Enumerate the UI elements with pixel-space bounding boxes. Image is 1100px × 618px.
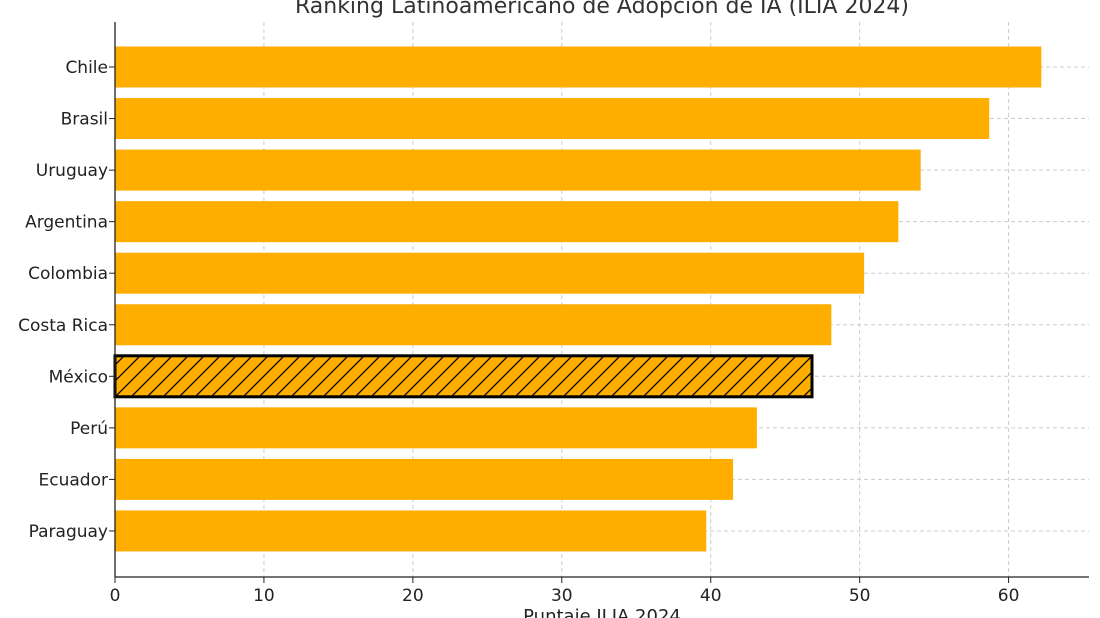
bar-uruguay <box>115 149 921 191</box>
x-tick-label: 10 <box>253 586 275 606</box>
y-tick-label: Paraguay <box>29 522 108 542</box>
bar-perú <box>115 407 757 449</box>
chart-title: Ranking Latinoamericano de Adopción de I… <box>295 0 909 19</box>
y-tick-label: Argentina <box>25 213 108 233</box>
y-tick-label: Brasil <box>61 110 108 130</box>
bar-ecuador <box>115 458 734 500</box>
bar-brasil <box>115 98 990 140</box>
y-tick-label: Colombia <box>28 264 108 284</box>
bar-argentina <box>115 201 899 243</box>
x-axis-label: Puntaje ILIA 2024 <box>523 606 681 618</box>
y-tick-label: Chile <box>65 58 108 78</box>
y-tick-label: Costa Rica <box>18 316 108 336</box>
x-tick-label: 40 <box>700 586 722 606</box>
y-tick-label: Ecuador <box>39 470 108 490</box>
x-tick-label: 20 <box>402 586 424 606</box>
y-tick-label: México <box>49 367 108 387</box>
x-tick-label: 60 <box>998 586 1020 606</box>
bar-colombia <box>115 252 865 294</box>
x-tick-label: 0 <box>110 586 121 606</box>
x-tick-label: 50 <box>849 586 871 606</box>
bar-méxico <box>113 354 814 399</box>
bar-costa-rica <box>115 304 832 346</box>
y-tick-label: Uruguay <box>36 161 108 181</box>
y-tick-label: Perú <box>70 419 108 439</box>
bar-paraguay <box>115 510 707 552</box>
bar-chile <box>115 46 1042 88</box>
x-tick-label: 30 <box>551 586 573 606</box>
